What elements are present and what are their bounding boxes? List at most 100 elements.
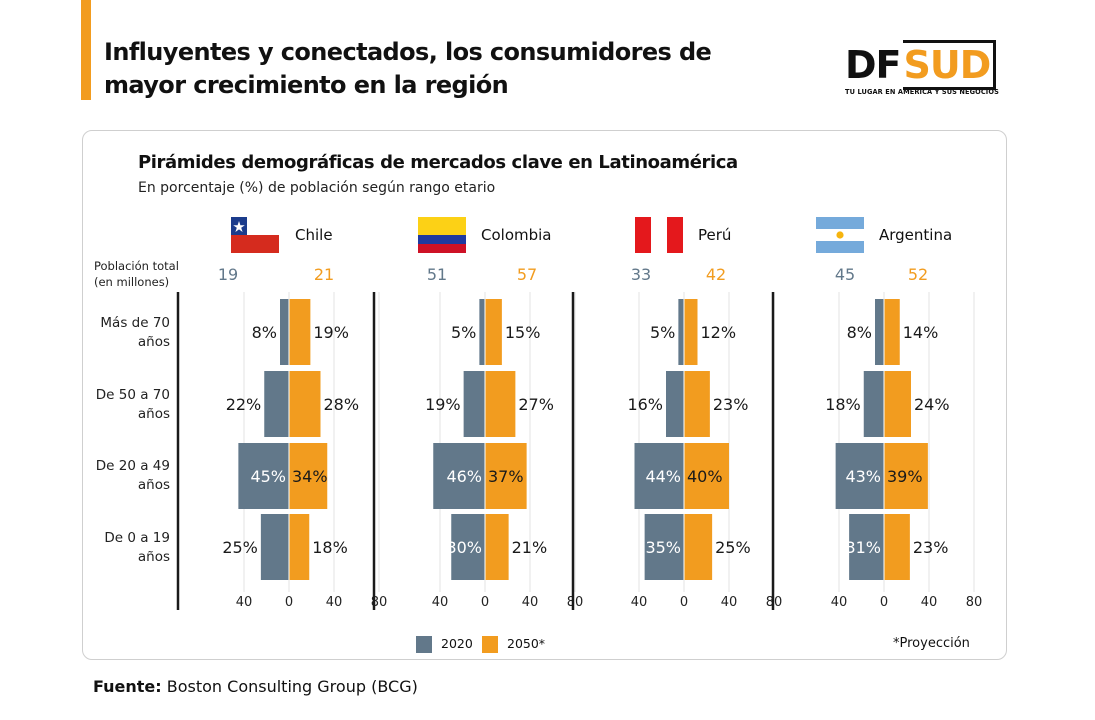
data-label-2020-per: 16%: [627, 395, 663, 414]
total-2020-chile: 19: [217, 265, 239, 284]
data-label-2050-argentina: 39%: [887, 467, 923, 486]
x-tick-label-colombia: 40: [522, 595, 539, 610]
bar-2050-chile: [289, 514, 310, 580]
data-label-2050-colombia: 21%: [512, 538, 548, 557]
chile-flag: [231, 217, 279, 253]
bar-2020-chile: [280, 299, 289, 365]
data-label-2050-chile: 34%: [292, 467, 328, 486]
data-label-2020-chile: 22%: [226, 395, 262, 414]
data-label-2050-per: 40%: [687, 467, 723, 486]
bar-2050-per: [684, 299, 698, 365]
x-tick-label-argentina: 40: [831, 595, 848, 610]
legend-label-2050: 2050*: [507, 636, 546, 651]
age-label-70-plus: Más de 70 años: [100, 315, 170, 350]
data-label-2020-argentina: 43%: [845, 467, 881, 486]
country-name-peru: Perú: [698, 226, 732, 244]
data-label-2050-per: 12%: [701, 323, 737, 342]
bar-2050-chile: [289, 443, 328, 509]
legend-item-2050: 2050*: [482, 636, 545, 653]
colombia-flag: [418, 217, 466, 253]
legend-label-2020: 2020: [441, 636, 473, 651]
x-tick-label-argentina: 0: [880, 595, 888, 610]
total-2020-colombia: 51: [426, 265, 448, 284]
data-label-2020-per: 44%: [645, 467, 681, 486]
x-tick-label-argentina: 40: [921, 595, 938, 610]
legend-swatch-2020: [416, 636, 432, 653]
bar-2050-per: [684, 443, 729, 509]
age-label-50-70: De 50 a 70 años: [95, 387, 170, 422]
bar-2020-colombia: [463, 371, 485, 437]
bar-2050-colombia: [485, 371, 516, 437]
bar-2020-argentina: [835, 443, 884, 509]
logo: DFSUD TU LUGAR EN AMÉRICA Y SUS NEGOCIOS: [845, 40, 1005, 104]
data-label-2020-argentina: 18%: [825, 395, 861, 414]
bar-2050-colombia: [485, 514, 509, 580]
total-2050-peru: 42: [705, 265, 727, 284]
x-tick-label-colombia: 80: [567, 595, 584, 610]
data-label-2020-per: 35%: [645, 538, 681, 557]
bar-2020-argentina: [863, 371, 884, 437]
bar-2020-per: [666, 371, 684, 437]
population-total-label: Población total (en millones): [94, 259, 179, 289]
legend-item-2020: 2020: [416, 636, 473, 653]
bar-2050-argentina: [884, 443, 928, 509]
projection-note: *Proyección: [893, 636, 970, 651]
x-tick-label-chile: 40: [326, 595, 343, 610]
source-line: Fuente: Boston Consulting Group (BCG): [93, 677, 418, 696]
bar-2050-argentina: [884, 514, 910, 580]
data-label-2020-colombia: 19%: [425, 395, 461, 414]
bar-2050-chile: [289, 371, 321, 437]
bar-2020-chile: [260, 514, 289, 580]
data-label-2050-argentina: 23%: [913, 538, 949, 557]
data-label-2050-chile: 28%: [324, 395, 360, 414]
x-tick-label-chile: 40: [236, 595, 253, 610]
data-label-2050-chile: 19%: [313, 323, 349, 342]
data-label-2020-argentina: 31%: [845, 538, 881, 557]
logo-df: DF: [845, 43, 902, 87]
data-label-2020-chile: 45%: [250, 467, 286, 486]
data-label-2050-colombia: 15%: [505, 323, 541, 342]
logo-sud: SUD: [902, 40, 997, 90]
data-label-2020-chile: 8%: [252, 323, 277, 342]
data-label-2050-argentina: 24%: [914, 395, 950, 414]
accent-bar: [81, 0, 91, 100]
bar-2020-argentina: [849, 514, 884, 580]
data-label-2020-colombia: 30%: [446, 538, 482, 557]
data-label-2050-per: 25%: [715, 538, 751, 557]
bar-2020-colombia: [479, 299, 485, 365]
country-name-colombia: Colombia: [481, 226, 552, 244]
bar-2050-chile: [289, 299, 311, 365]
bar-2050-per: [684, 371, 710, 437]
bar-2020-colombia: [433, 443, 485, 509]
bar-2020-chile: [238, 443, 289, 509]
data-label-2050-per: 23%: [713, 395, 749, 414]
argentina-flag: [816, 217, 864, 253]
bar-2050-per: [684, 514, 713, 580]
page-title: Influyentes y conectados, los consumidor…: [104, 38, 712, 99]
total-2020-argentina: 45: [834, 265, 856, 284]
country-name-chile: Chile: [295, 226, 333, 244]
bar-2020-chile: [264, 371, 289, 437]
logo-tagline: TU LUGAR EN AMÉRICA Y SUS NEGOCIOS: [845, 88, 999, 96]
x-tick-label-per: 40: [721, 595, 738, 610]
peru-flag: [635, 217, 683, 253]
bar-2020-per: [634, 443, 684, 509]
data-label-2020-chile: 25%: [222, 538, 258, 557]
bar-2020-per: [678, 299, 684, 365]
x-tick-label-per: 40: [631, 595, 648, 610]
total-2020-peru: 33: [630, 265, 652, 284]
x-tick-label-chile: 0: [285, 595, 293, 610]
data-label-2020-colombia: 46%: [446, 467, 482, 486]
bar-2020-colombia: [451, 514, 485, 580]
data-label-2020-argentina: 8%: [847, 323, 872, 342]
data-label-2020-colombia: 5%: [451, 323, 476, 342]
bar-2050-colombia: [485, 443, 527, 509]
country-name-argentina: Argentina: [879, 226, 953, 244]
age-label-0-19: De 0 a 19 años: [104, 530, 170, 565]
x-tick-label-colombia: 0: [481, 595, 489, 610]
chart-title: Pirámides demográficas de mercados clave…: [138, 152, 738, 173]
bar-2020-argentina: [875, 299, 884, 365]
data-label-2050-chile: 18%: [312, 538, 348, 557]
bar-2050-argentina: [884, 371, 911, 437]
